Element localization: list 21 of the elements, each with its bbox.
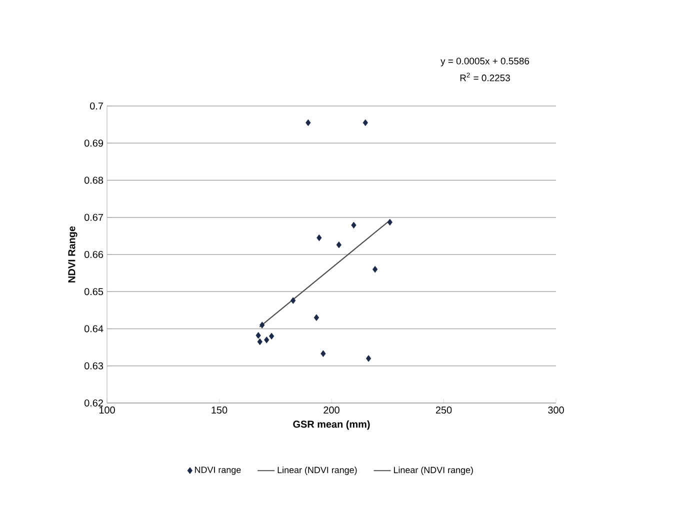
x-axis-title: GSR mean (mm) bbox=[293, 420, 370, 430]
y-tick-label: 0.66 bbox=[84, 250, 104, 258]
text: y = 0.0005x + 0.5586 bbox=[440, 58, 530, 66]
text: R$^{2}$ = 0.2253 bbox=[460, 72, 510, 82]
y-tick-label: 0.63 bbox=[84, 362, 104, 370]
y-axis-title: NDVI Range bbox=[68, 226, 78, 282]
x-tick-label: 250 bbox=[436, 406, 452, 414]
x-tick-label: 200 bbox=[324, 406, 340, 414]
y-tick-label: 0.65 bbox=[84, 288, 104, 296]
y-tick-label: 0.69 bbox=[84, 140, 104, 147]
legend-label: NDVI range bbox=[195, 466, 241, 475]
y-tick-label: 0.68 bbox=[84, 176, 104, 184]
x-tick-label: 300 bbox=[548, 406, 564, 414]
x-tick-label: 150 bbox=[212, 406, 228, 414]
y-tick-label: 0.7 bbox=[90, 102, 103, 110]
y-tick-label: 0.64 bbox=[84, 325, 104, 332]
y-tick-label: 0.62 bbox=[84, 399, 103, 407]
y-tick-label: 0.67 bbox=[84, 214, 103, 221]
legend-label: Linear (NDVI range) bbox=[394, 466, 473, 475]
legend-label: Linear (NDVI range) bbox=[278, 466, 357, 475]
x-tick-label: 100 bbox=[99, 406, 115, 414]
